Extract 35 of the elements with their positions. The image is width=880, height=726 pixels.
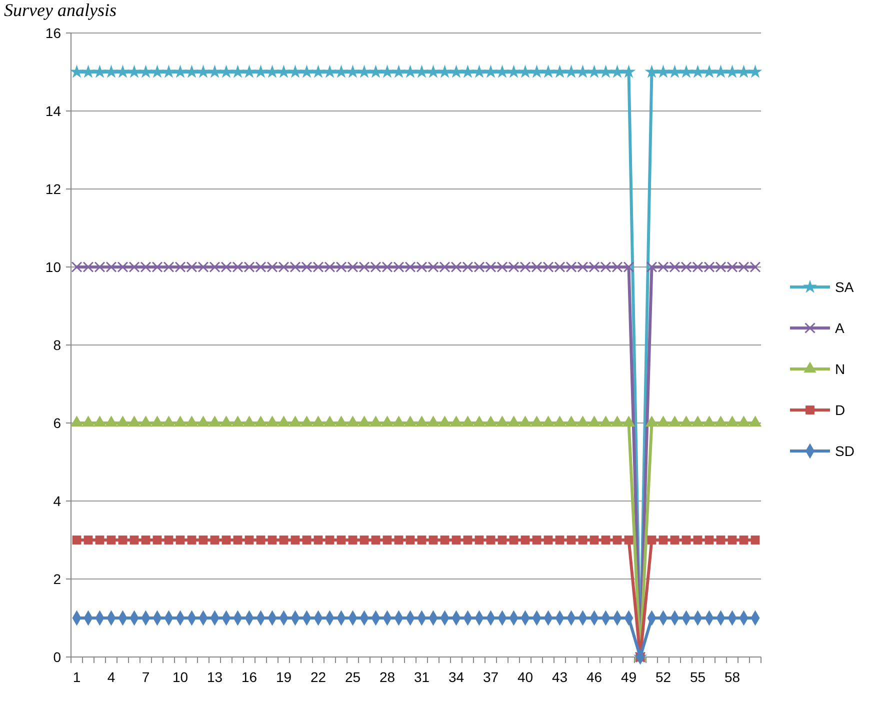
x-tick-label: 28 [379, 669, 396, 685]
x-tick-label: 43 [552, 669, 568, 685]
legend-label: SD [835, 442, 854, 459]
x-tick-label: 22 [310, 669, 326, 685]
x-tick-label: 34 [448, 669, 464, 685]
y-tick-label: 8 [53, 336, 62, 353]
x-tick-label: 1 [72, 669, 81, 685]
x-tick-label: 37 [482, 669, 499, 685]
y-tick-label: 14 [45, 102, 62, 119]
y-tick-label: 6 [53, 414, 62, 431]
x-tick-label: 40 [517, 669, 534, 685]
x-tick-label: 58 [724, 669, 740, 685]
x-tick-label: 25 [344, 669, 361, 685]
x-tick-label: 31 [414, 669, 430, 685]
x-tick-label: 13 [206, 669, 223, 685]
x-tick-label: 4 [107, 669, 116, 685]
y-tick-label: 4 [53, 492, 62, 509]
legend-label: N [835, 360, 846, 377]
y-tick-label: 2 [53, 570, 62, 587]
y-tick-label: 16 [45, 24, 62, 41]
chart-title: Survey analysis [4, 0, 116, 20]
x-tick-label: 10 [172, 669, 188, 685]
y-tick-label: 12 [45, 180, 62, 197]
legend-label: SA [835, 278, 854, 295]
x-tick-label: 52 [655, 669, 672, 685]
x-tick-label: 19 [276, 669, 292, 685]
x-tick-label: 7 [142, 669, 150, 685]
y-tick-label: 0 [53, 648, 62, 665]
x-tick-label: 16 [241, 669, 258, 685]
x-tick-label: 49 [620, 669, 637, 685]
legend-label: D [835, 402, 846, 418]
x-tick-label: 55 [690, 669, 706, 685]
x-tick-label: 46 [586, 669, 602, 685]
y-tick-label: 10 [45, 258, 62, 275]
legend-label: A [835, 320, 845, 336]
